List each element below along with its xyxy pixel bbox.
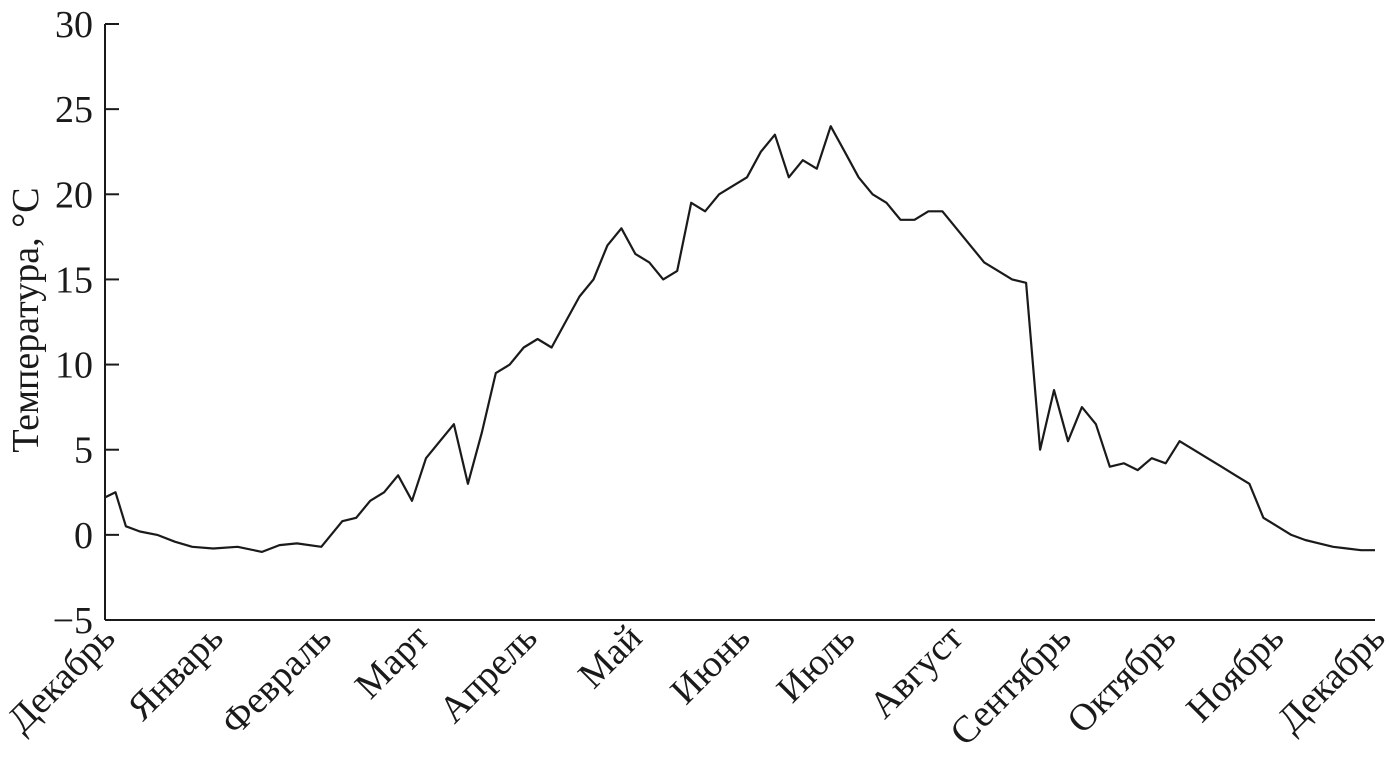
y-ticks: −5 0 5 10 15 20 25 30: [53, 4, 119, 642]
y-tick-label: 0: [74, 515, 93, 557]
x-tick-label: Июнь: [663, 617, 759, 713]
y-tick-label: 30: [55, 4, 93, 46]
x-tick-label: Июль: [769, 617, 863, 711]
y-tick-label: 5: [74, 430, 93, 472]
x-tick-label: Сентябрь: [942, 617, 1079, 754]
y-tick-label: 25: [55, 89, 93, 131]
x-tick-label: Февраль: [213, 617, 340, 744]
x-tick-label: Апрель: [431, 617, 546, 732]
y-tick-label: 15: [55, 259, 93, 301]
y-axis-title: Температура, °C: [5, 187, 47, 452]
y-tick-label: 20: [55, 174, 93, 216]
x-tick-label: Октябрь: [1059, 617, 1184, 742]
x-tick-label: Март: [347, 616, 438, 707]
y-tick-label: 10: [55, 345, 93, 387]
y-tick-label: −5: [53, 600, 93, 642]
series-group: [104, 125, 1375, 553]
x-tick-label: Декабрь: [1269, 617, 1390, 741]
temperature-line: [104, 125, 1375, 553]
x-tick-label: Май: [570, 617, 650, 697]
